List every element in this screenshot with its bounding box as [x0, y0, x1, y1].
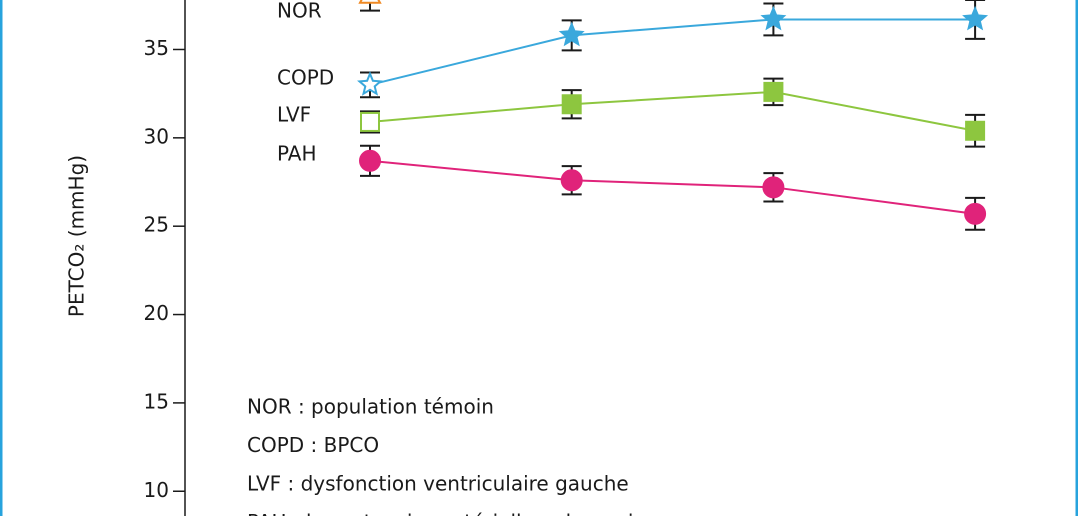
- marker: [558, 21, 585, 47]
- marker: [964, 202, 987, 225]
- marker: [359, 149, 381, 172]
- y-tick-label: 15: [144, 389, 169, 413]
- marker: [962, 5, 989, 31]
- series-line: [369, 159, 976, 215]
- series-label: PAH: [277, 141, 317, 165]
- y-tick-label: 30: [144, 124, 169, 148]
- marker: [763, 81, 784, 102]
- marker: [762, 176, 785, 199]
- y-tick-label: 10: [144, 478, 169, 502]
- marker: [561, 94, 582, 115]
- series-label: LVF: [277, 102, 311, 126]
- error-bar: [360, 0, 380, 12]
- series-label: COPD: [277, 65, 334, 89]
- series-line: [369, 90, 976, 132]
- series-label: NOR: [277, 0, 322, 23]
- y-tick-label: 35: [144, 36, 169, 60]
- marker: [358, 0, 382, 4]
- y-axis-label: PETCO₂ (mmHg): [65, 155, 89, 317]
- marker: [560, 169, 583, 192]
- note: COPD : BPCO: [247, 433, 379, 457]
- series-line: [369, 18, 976, 86]
- marker: [360, 111, 380, 132]
- marker: [760, 5, 787, 31]
- note: LVF : dysfonction ventriculaire gauche: [247, 472, 629, 496]
- note: PAH : hypertension artérielle pulmonaire: [247, 510, 653, 516]
- note: NOR : population témoin: [247, 395, 494, 419]
- y-tick-label: 25: [144, 213, 169, 237]
- marker: [965, 120, 986, 141]
- y-tick-label: 20: [144, 301, 169, 325]
- marker: [357, 71, 383, 96]
